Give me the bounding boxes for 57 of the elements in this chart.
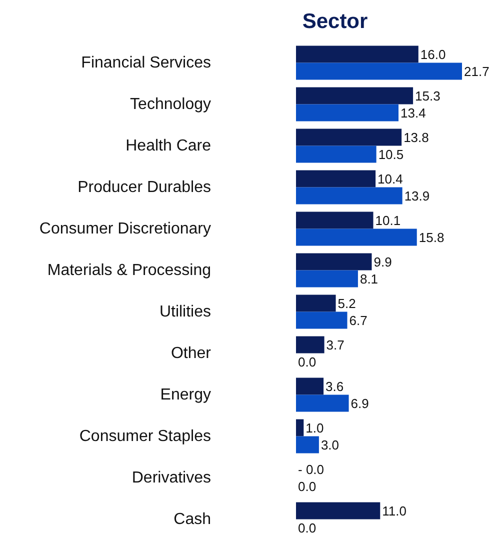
data-label: 15.3 (415, 88, 440, 104)
y-tick-label: Technology (130, 96, 211, 113)
bar (296, 228, 417, 246)
bar (296, 253, 372, 270)
y-tick-label: Utilities (159, 303, 211, 320)
bar (296, 104, 399, 122)
data-label: 6.7 (349, 312, 368, 328)
data-label: 5.2 (338, 296, 356, 311)
chart-title: Sector (302, 10, 368, 33)
data-label: 11.0 (382, 503, 406, 518)
bar (296, 312, 348, 329)
data-label: 0.0 (298, 520, 316, 536)
data-label: 21.7 (464, 64, 490, 79)
data-label: 13.9 (404, 188, 430, 204)
data-label: 16.0 (420, 46, 446, 62)
data-label: 10.1 (375, 212, 401, 228)
y-tick-label: Producer Durables (78, 178, 211, 196)
data-label: 10.4 (378, 171, 403, 186)
y-tick-label: Consumer Staples (79, 428, 211, 445)
data-label: 10.5 (378, 146, 404, 162)
data-label: 8.1 (360, 271, 378, 286)
y-tick-label: Health Care (126, 137, 212, 154)
y-tick-label: Cash (174, 510, 211, 528)
data-label: 15.8 (418, 230, 444, 245)
data-label: 6.9 (350, 396, 369, 411)
data-label: 13.4 (400, 105, 426, 120)
data-label: 0.0 (298, 354, 316, 370)
y-tick-label: Materials & Processing (47, 262, 211, 279)
y-tick-label: Financial Services (81, 54, 211, 72)
data-label: 13.8 (404, 130, 429, 145)
bar (296, 502, 380, 520)
data-label: 0.0 (298, 478, 316, 494)
bar (296, 87, 414, 104)
bar (296, 46, 418, 63)
bar (296, 62, 462, 80)
y-tick-label: Derivatives (132, 469, 211, 486)
data-label: - 0.0 (298, 462, 324, 477)
data-label: 3.6 (326, 378, 344, 394)
y-tick-label: Other (170, 344, 212, 362)
bar (296, 270, 358, 288)
bar (296, 419, 304, 436)
bar (296, 336, 324, 354)
bar (296, 436, 319, 454)
y-tick-label: Consumer Discretionary (39, 220, 211, 238)
bar (296, 294, 336, 312)
bar (296, 212, 374, 229)
bar (296, 187, 402, 204)
data-label: 9.9 (374, 254, 392, 270)
data-label: 3.7 (326, 337, 344, 352)
data-label: 1.0 (306, 420, 324, 436)
bar (296, 170, 376, 188)
y-tick-label: Energy (160, 386, 211, 404)
bar (296, 378, 324, 395)
bar (296, 146, 376, 163)
bar (296, 394, 349, 412)
bar (296, 128, 402, 146)
data-label: 3.0 (320, 437, 340, 452)
